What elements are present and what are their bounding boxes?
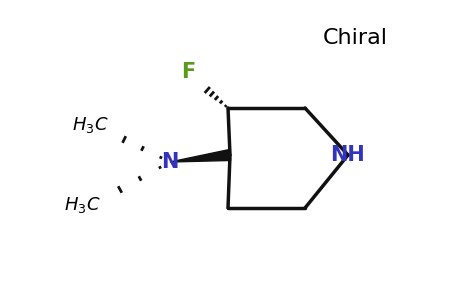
Text: F: F xyxy=(181,62,195,82)
Text: $H_3C$: $H_3C$ xyxy=(64,195,100,215)
Text: Chiral: Chiral xyxy=(322,28,388,48)
Text: NH: NH xyxy=(331,145,365,165)
Text: $H_3C$: $H_3C$ xyxy=(72,115,108,135)
Text: N: N xyxy=(161,152,179,172)
Polygon shape xyxy=(170,149,231,162)
